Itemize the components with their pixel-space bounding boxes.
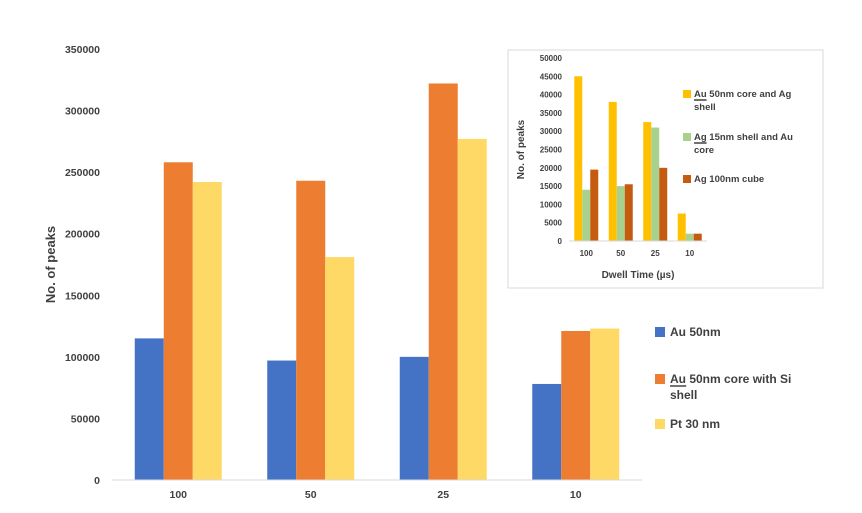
inset-bar-ag-15nm-shell-and-au-core-25 [651, 127, 660, 241]
main-y-tick-label: 100000 [65, 352, 100, 364]
inset-legend-label: Ag 15nm shell and Au [694, 132, 793, 143]
inset-legend-item-ag-15nm-shell-and-au-core: Ag 15nm shell and Au core [683, 132, 793, 156]
main-legend-label: Au 50nm core with Si [670, 372, 791, 386]
inset-legend-label: shell [694, 102, 716, 113]
inset-bar-au-50nm-core-and-ag-shell-100 [574, 76, 583, 241]
main-legend-item-au-50nm-core-with-si-shell: Au 50nm core with Si shell [655, 372, 791, 402]
inset-bar-ag-100nm-cube-10 [693, 233, 702, 241]
inset-y-tick-label: 35000 [540, 109, 563, 118]
inset-bar-ag-100nm-cube-50 [624, 184, 633, 241]
inset-bar-au-50nm-core-and-ag-shell-25 [643, 122, 652, 241]
main-y-tick-label: 200000 [65, 229, 100, 241]
inset-bar-ag-15nm-shell-and-au-core-10 [685, 233, 694, 241]
main-legend-item-pt-30-nm: Pt 30 nm [655, 417, 720, 431]
main-bar-au-50nm-100 [134, 338, 164, 480]
main-legend-item-au-50nm: Au 50nm [655, 325, 721, 339]
inset-legend-swatch [683, 133, 691, 141]
main-legend-label: Au 50nm [670, 325, 721, 339]
main-x-tick-label: 100 [169, 489, 187, 501]
inset-x-tick-label: 100 [580, 249, 594, 258]
inset-x-axis-title: Dwell Time (µs) [602, 270, 675, 281]
main-y-tick-label: 150000 [65, 290, 100, 302]
main-legend-label: Pt 30 nm [670, 417, 720, 431]
main-y-tick-label: 50000 [71, 413, 100, 425]
inset-legend-label: Au 50nm core and Ag [694, 89, 792, 100]
inset-y-tick-label: 20000 [540, 164, 563, 173]
inset-legend-item-au-50nm-core-and-ag-shell: Au 50nm core and Ag shell [683, 89, 792, 113]
inset-bar-ag-15nm-shell-and-au-core-50 [616, 186, 625, 241]
inset-legend-swatch [683, 90, 691, 98]
inset-y-axis-title: No. of peaks [516, 119, 527, 179]
inset-legend-item-ag-100nm-cube: Ag 100nm cube [683, 174, 764, 185]
inset-y-tick-label: 40000 [540, 91, 563, 100]
main-legend-swatch [655, 327, 665, 337]
inset-chart: 0 5000 10000 15000 20000 25000 30000 35000 40000… [507, 49, 824, 289]
inset-x-tick-label: 10 [685, 249, 694, 258]
inset-legend-swatch [683, 175, 691, 183]
main-legend-label: shell [670, 388, 697, 402]
main-legend-swatch [655, 419, 665, 429]
main-bar-au-50nm-10 [532, 383, 562, 480]
inset-bar-ag-100nm-cube-100 [590, 169, 599, 241]
inset-y-tick-label: 15000 [540, 182, 563, 191]
inset-y-tick-label: 5000 [544, 219, 562, 228]
main-bar-au-50nm-core-with-si-shell-10 [561, 330, 591, 480]
main-x-tick-label: 50 [305, 489, 317, 501]
main-y-tick-label: 350000 [65, 44, 100, 56]
inset-x-tick-label: 50 [616, 249, 625, 258]
main-x-tick-label: 10 [570, 489, 582, 501]
inset-y-tick-label: 45000 [540, 72, 563, 81]
inset-y-tick-label: 50000 [540, 54, 563, 63]
main-bar-pt-30-nm-100 [192, 181, 222, 480]
main-y-axis-title: No. of peaks [43, 226, 58, 303]
inset-bar-ag-15nm-shell-and-au-core-100 [582, 189, 591, 241]
main-bar-pt-30-nm-10 [590, 328, 620, 480]
inset-y-tick-label: 0 [558, 237, 563, 246]
main-bar-au-50nm-25 [399, 356, 429, 480]
main-bar-au-50nm-core-with-si-shell-25 [428, 83, 458, 480]
inset-y-tick-label: 30000 [540, 127, 563, 136]
inset-y-tick-label: 10000 [540, 200, 563, 209]
inset-legend-label: Ag 100nm cube [694, 174, 764, 185]
inset-bar-ag-100nm-cube-25 [659, 167, 668, 241]
main-y-tick-label: 300000 [65, 106, 100, 118]
main-chart: 0500001000001500002000002500003000003500… [43, 44, 791, 501]
main-bar-pt-30-nm-50 [325, 257, 355, 480]
main-legend-swatch [655, 374, 665, 384]
main-bar-au-50nm-core-with-si-shell-100 [163, 162, 193, 480]
inset-bar-au-50nm-core-and-ag-shell-50 [608, 101, 617, 241]
main-bar-pt-30-nm-25 [457, 138, 487, 480]
main-bar-au-50nm-50 [267, 360, 297, 480]
inset-bar-au-50nm-core-and-ag-shell-10 [677, 213, 686, 241]
inset-y-tick-label: 25000 [540, 146, 563, 155]
main-y-tick-label: 250000 [65, 167, 100, 179]
main-bar-au-50nm-core-with-si-shell-50 [296, 180, 326, 480]
inset-x-tick-label: 25 [651, 249, 660, 258]
main-y-tick-label: 0 [94, 475, 100, 487]
main-x-tick-label: 25 [437, 489, 449, 501]
inset-legend-label: core [694, 145, 714, 156]
